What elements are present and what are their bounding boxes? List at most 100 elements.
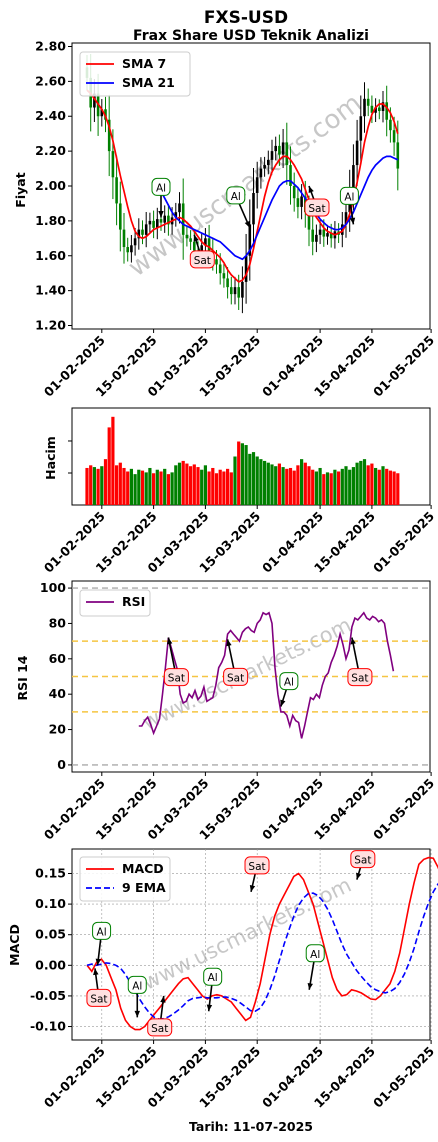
- macd-annotation-arrowhead: [95, 958, 102, 966]
- volume-bar: [100, 466, 104, 505]
- macd-annotation-label: Sat: [248, 861, 265, 873]
- price-candle-body: [311, 229, 314, 242]
- price-annotation-bubble: [189, 250, 215, 269]
- price-candle-body: [389, 119, 392, 131]
- macd-annotation-bubble: [127, 975, 147, 994]
- volume-bar: [240, 443, 244, 505]
- volume-bar: [344, 466, 348, 505]
- macd-annotation-label: Al: [132, 980, 142, 992]
- rsi-annotation-label: Sat: [227, 672, 244, 684]
- price-candle-body: [178, 203, 181, 213]
- volume-bar: [292, 470, 296, 505]
- volume-bar: [203, 465, 207, 505]
- macd-annotation-label: Al: [208, 972, 218, 984]
- rsi-ytick-label: 40: [49, 686, 67, 701]
- volume-bar: [237, 441, 241, 505]
- rsi-legend-label: RSI: [122, 594, 145, 609]
- price-candle-body: [241, 281, 244, 298]
- volume-bar: [211, 467, 215, 505]
- volume-bar: [148, 467, 152, 505]
- rsi-ytick-label: 20: [49, 722, 67, 737]
- price-candle-body: [326, 233, 329, 237]
- volume-bar: [348, 469, 352, 505]
- volume-bar: [115, 465, 119, 505]
- rsi-annotation-arrowhead: [280, 699, 286, 707]
- rsi-xtick-label: 01-05-2025: [370, 776, 437, 843]
- volume-bar: [374, 467, 378, 505]
- volume-bar: [196, 467, 200, 505]
- volume-bar: [300, 459, 304, 505]
- price-annotation-label: Al: [231, 191, 241, 203]
- macd-annotation-bubble: [203, 967, 223, 986]
- volume-bar: [166, 474, 170, 505]
- volume-bar: [111, 416, 115, 505]
- price-candle-body: [292, 186, 296, 199]
- price-candle-body: [107, 119, 111, 152]
- volume-bar: [226, 468, 230, 505]
- price-ytick-label: 1.40: [35, 283, 66, 298]
- price-ylabel: Fiyat: [13, 172, 28, 207]
- macd-ytick-label: 0.00: [35, 957, 66, 972]
- price-candle-body: [255, 177, 259, 193]
- volume-bar: [92, 467, 96, 505]
- price-candle-body: [355, 140, 359, 166]
- price-annotation-arrowhead: [193, 234, 199, 242]
- price-annotation-bubble: [304, 198, 330, 217]
- price-candle-body: [222, 273, 226, 279]
- macd-annotation-bubble: [244, 856, 270, 875]
- macd-ytick-label: 0.05: [35, 927, 66, 942]
- volume-bar: [122, 467, 126, 505]
- macd-ytick-label: -0.10: [30, 1019, 66, 1034]
- volume-bar: [89, 465, 93, 505]
- price-candle-body: [315, 234, 318, 242]
- volume-bar: [200, 469, 204, 505]
- price-candle-body: [126, 247, 129, 253]
- price-candle-body: [133, 238, 137, 246]
- price-candle-body: [144, 224, 148, 235]
- macd-ytick-label: 0.15: [35, 865, 66, 880]
- price-ytick-label: 1.60: [35, 248, 66, 263]
- rsi-ylabel: RSI 14: [15, 655, 30, 700]
- price-candle-body: [385, 102, 388, 120]
- volume-bar: [307, 466, 311, 505]
- macd-annotation-bubble: [92, 921, 112, 940]
- price-ytick-label: 2.40: [35, 108, 66, 123]
- volume-bar: [177, 462, 182, 505]
- volume-bar: [285, 468, 289, 505]
- volume-bar: [218, 469, 222, 505]
- macd-annotation-bubble: [86, 988, 112, 1007]
- macd-annotation-arrowhead: [160, 995, 166, 1003]
- price-annotation-label: Sat: [194, 255, 211, 267]
- price-candle-body: [100, 109, 104, 117]
- price-candle-body: [137, 229, 141, 239]
- volume-bar: [248, 453, 252, 505]
- price-candle-body: [163, 215, 166, 223]
- macd-panel-frame: [71, 848, 431, 1041]
- rsi-annotation-bubble: [279, 672, 299, 691]
- volume-bar: [233, 456, 237, 505]
- price-annotation-label: Al: [156, 182, 166, 194]
- price-candle-body: [185, 234, 189, 239]
- volume-bar: [277, 463, 281, 505]
- chart-subtitle: Frax Share USD Teknik Analizi: [133, 28, 369, 44]
- price-candle-body: [396, 142, 400, 169]
- price-candle-body: [363, 98, 366, 117]
- macd-annotation-arrowhead: [206, 1004, 213, 1012]
- volume-bar: [366, 465, 370, 505]
- rsi-annotation-bubble: [163, 668, 189, 687]
- price-candle-body: [215, 259, 218, 265]
- rsi-annotation-arrowhead: [350, 637, 356, 645]
- price-annotation-arrowhead: [308, 186, 314, 193]
- rsi-ytick-label: 80: [49, 615, 67, 630]
- macd-annotation-arrowhead: [134, 1010, 140, 1018]
- price-xtick-label: 01-05-2025: [370, 333, 437, 400]
- price-candle-body: [93, 93, 96, 108]
- price-candle-body: [285, 142, 289, 166]
- price-candle-body: [252, 192, 255, 225]
- macd-ytick-label: 0.10: [35, 896, 66, 911]
- volume-bar: [118, 462, 122, 505]
- price-annotation-bubble: [339, 186, 359, 205]
- price-annotation-label: Sat: [308, 203, 325, 215]
- price-annotation-arrowhead: [244, 220, 250, 228]
- volume-bar: [159, 471, 163, 505]
